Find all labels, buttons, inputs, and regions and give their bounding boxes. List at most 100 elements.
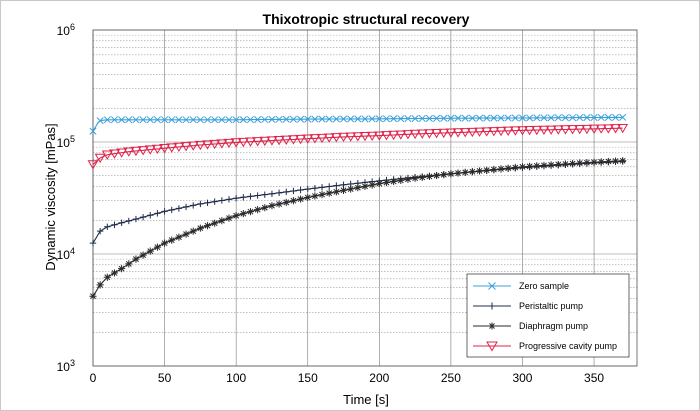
x-marker xyxy=(203,116,212,124)
x-marker xyxy=(304,115,312,123)
asterisk-marker xyxy=(576,159,584,167)
x-marker xyxy=(354,115,362,123)
asterisk-marker xyxy=(511,163,519,172)
triangle-marker xyxy=(359,131,371,142)
x-marker xyxy=(468,114,476,122)
plus-marker xyxy=(168,206,175,214)
triangle-marker xyxy=(345,132,357,142)
asterisk-marker xyxy=(497,165,505,173)
x-marker xyxy=(597,113,605,122)
triangle-marker xyxy=(545,125,557,135)
triangle-marker xyxy=(423,129,435,139)
x-marker xyxy=(382,115,391,123)
asterisk-marker xyxy=(619,157,627,165)
x-marker xyxy=(504,114,512,122)
asterisk-marker xyxy=(347,185,355,193)
triangle-marker xyxy=(373,131,385,141)
x-marker xyxy=(611,113,620,121)
plus-marker xyxy=(218,197,226,204)
asterisk-marker xyxy=(89,292,97,300)
triangle-marker xyxy=(223,138,235,149)
triangle-marker xyxy=(459,128,471,138)
plus-marker xyxy=(175,205,183,212)
triangle-marker xyxy=(567,125,579,135)
legend-item: Zero sample xyxy=(473,281,569,291)
triangle-marker xyxy=(123,147,135,157)
x-marker xyxy=(540,114,548,122)
series-zero-sample xyxy=(89,113,627,135)
x-tick-label: 250 xyxy=(441,371,461,385)
triangle-marker xyxy=(502,126,514,136)
x-marker xyxy=(275,115,283,123)
plus-marker xyxy=(318,184,326,191)
asterisk-marker xyxy=(590,158,598,166)
asterisk-marker xyxy=(339,186,348,194)
asterisk-marker xyxy=(189,227,197,235)
triangle-marker xyxy=(209,139,221,150)
x-marker xyxy=(246,116,255,124)
plus-marker xyxy=(204,199,211,206)
asterisk-marker xyxy=(604,157,612,166)
plus-marker xyxy=(182,203,190,211)
plus-marker xyxy=(254,192,261,199)
plus-marker xyxy=(132,215,140,223)
x-marker xyxy=(103,116,111,124)
asterisk-marker xyxy=(132,255,140,263)
triangle-marker xyxy=(438,128,450,139)
asterisk-marker xyxy=(583,159,591,167)
triangle-marker xyxy=(202,140,214,150)
asterisk-marker xyxy=(368,181,376,189)
asterisk-marker xyxy=(268,202,276,210)
asterisk-marker xyxy=(332,188,340,196)
legend-label: Peristaltic pump xyxy=(519,301,583,311)
x-marker xyxy=(547,114,555,122)
x-marker xyxy=(418,114,426,123)
asterisk-marker xyxy=(103,273,111,281)
series-progressive-cavity-pump xyxy=(87,123,629,170)
triangle-marker xyxy=(409,129,421,140)
legend-item: Peristaltic pump xyxy=(473,301,583,311)
plus-marker xyxy=(139,213,147,221)
y-tick-label: 104 xyxy=(57,246,75,262)
asterisk-marker xyxy=(304,193,312,202)
asterisk-marker xyxy=(146,247,154,255)
triangle-marker xyxy=(466,127,478,138)
y-tick-label: 103 xyxy=(57,358,75,374)
triangle-marker xyxy=(474,127,486,137)
x-marker xyxy=(232,116,240,124)
triangle-marker xyxy=(431,129,443,139)
asterisk-marker xyxy=(289,197,298,205)
triangle-marker xyxy=(610,124,622,134)
triangle-marker xyxy=(531,125,543,136)
triangle-marker xyxy=(402,130,414,140)
plus-marker xyxy=(211,198,218,205)
x-marker xyxy=(440,114,448,122)
x-marker xyxy=(311,115,319,123)
plus-marker xyxy=(297,186,304,194)
triangle-marker xyxy=(538,125,550,136)
x-marker xyxy=(196,116,204,124)
x-marker xyxy=(282,115,290,123)
x-marker xyxy=(325,115,333,123)
triangle-marker xyxy=(259,136,271,147)
x-marker xyxy=(569,114,577,122)
plus-marker xyxy=(232,194,240,202)
plus-marker xyxy=(304,185,311,193)
x-marker xyxy=(225,116,233,124)
plus-marker xyxy=(326,183,333,190)
triangle-marker xyxy=(194,140,206,151)
triangle-marker xyxy=(595,124,607,134)
asterisk-marker xyxy=(203,222,212,230)
triangle-marker xyxy=(481,127,493,137)
asterisk-marker xyxy=(225,214,233,222)
asterisk-marker xyxy=(425,172,434,181)
legend-item: Progressive cavity pump xyxy=(473,341,617,352)
x-marker xyxy=(89,127,97,135)
x-marker xyxy=(153,116,161,124)
asterisk-marker xyxy=(547,161,555,169)
plus-marker xyxy=(104,223,111,230)
y-tick-label: 105 xyxy=(57,134,75,150)
plus-marker xyxy=(311,185,319,192)
x-marker xyxy=(397,115,405,123)
